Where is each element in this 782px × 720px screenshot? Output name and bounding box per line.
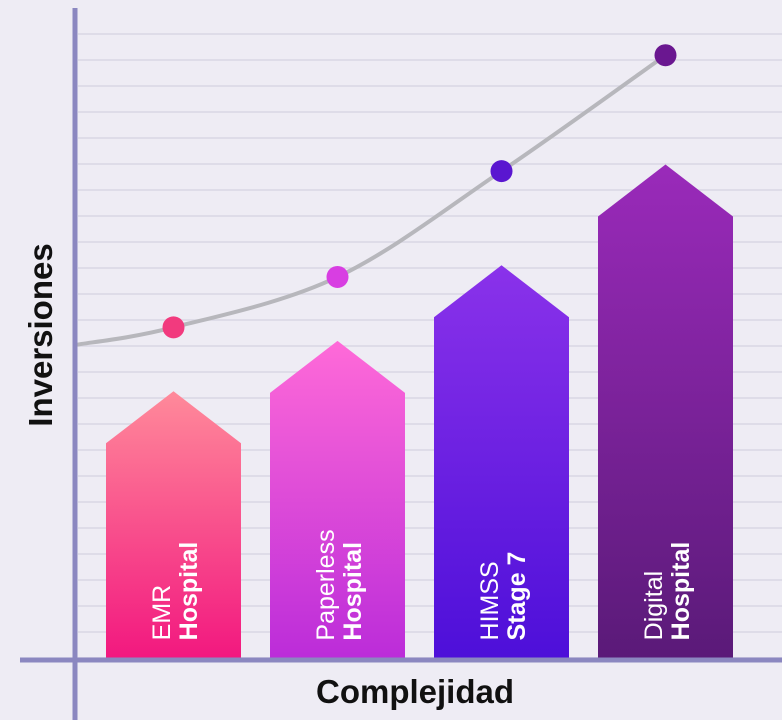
bar-label-line2: Hospital (666, 541, 695, 640)
bars-group (106, 164, 733, 661)
bar-label-line2: Hospital (174, 541, 203, 640)
trend-point-3 (490, 160, 513, 183)
bar-2 (270, 340, 405, 660)
bar-label-1: EMR Hospital (147, 541, 203, 640)
y-axis-label: Inversiones (22, 243, 59, 427)
bar-label-3: HIMSS Stage 7 (475, 551, 531, 640)
bar-label-line2: Stage 7 (502, 551, 531, 640)
bar-label-4: Digital Hospital (639, 541, 695, 640)
trend-points (162, 44, 677, 339)
bar-1 (106, 391, 241, 660)
trend-point-2 (326, 265, 349, 288)
bar-label-line2: Hospital (338, 541, 367, 641)
x-axis-label: Complejidad (315, 673, 515, 710)
bar-label-line1: Paperless (311, 528, 340, 641)
bar-label-line1: HIMSS (475, 560, 504, 640)
bar-label-line1: EMR (147, 584, 176, 640)
bar-3 (434, 265, 569, 660)
bar-4 (598, 164, 733, 661)
trend-curve (74, 53, 667, 347)
trend-point-1 (162, 316, 185, 339)
bar-label-2: Paperless Hospital (311, 528, 367, 641)
trend-point-4 (654, 44, 677, 67)
bar-label-line1: Digital (639, 570, 668, 640)
